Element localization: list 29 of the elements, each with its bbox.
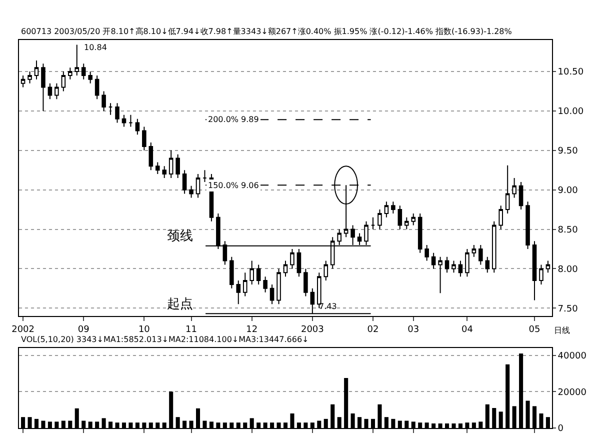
y-tick-label: 7.50 [558,304,578,314]
y-tick-label: 20000 [558,388,587,398]
y-tick-label: 10.00 [558,107,584,118]
y-tick-label: 0 [558,424,564,434]
annotation: 10.84 [84,43,107,52]
y-tick-label: 9.00 [558,186,578,196]
x-tick-label: 02 [367,324,379,335]
x-tick-label: 12 [246,324,258,335]
text: 日线 [554,326,570,335]
y-tick-label: 8.00 [558,264,578,275]
x-tick-label: 10 [138,324,150,335]
x-tick-label: 09 [78,324,90,335]
ref-line-label: 起点 [167,297,193,312]
y-tick-label: 8.50 [558,225,578,236]
y-tick-label: 40000 [558,351,587,362]
chart-title: 600713 2003/05/20 开8.10↑高8.10↓低7.94↓收7.98↑量3343↓额267↑涨0.40% 振1.95% 涨(-0.12)-1.46% 指数(-16.93)-1.28% [21,27,512,36]
x-tick-label: 11 [186,324,198,335]
x-tick-label: 05 [528,324,540,335]
ref-line-label: 150.0% 9.06 [208,181,259,190]
y-tick-label: 9.50 [558,146,578,157]
x-tick-label: 03 [408,324,420,335]
x-tick-label: 2002 [12,324,34,335]
chart-title: VOL(5,10,20) 3343↓MA1:5852.013↓MA2:11084.100↓MA3:13447.666↓ [21,335,309,344]
annotation: 7.43 [319,302,337,311]
x-tick-label: 04 [461,324,474,335]
ref-line-label: 颈线 [167,229,193,244]
ref-line-label: 200.0% 9.89 [208,115,259,124]
x-tick-label: 2003 [300,324,324,335]
y-tick-label: 10.50 [558,68,584,78]
